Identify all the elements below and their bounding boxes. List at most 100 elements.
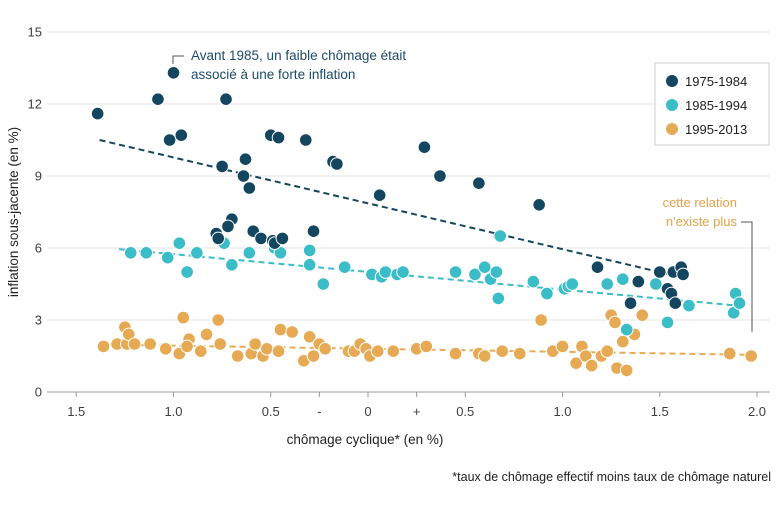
x-tick-label: 1.5 [651,404,669,419]
point-1975-1984 [372,188,387,202]
point-1995-2013 [176,310,191,325]
legend-marker-1985 [665,98,679,112]
point-1975-1984 [532,198,546,212]
annotation-relation-line2: n'existe plus [666,214,738,229]
point-1985-1994 [123,246,138,260]
point-1975-1984 [652,265,667,279]
point-1995-2013 [608,315,622,330]
x-tick-label: 1.0 [164,404,182,419]
point-1995-2013 [555,339,570,354]
point-1985-1994 [172,236,187,250]
point-1975-1984 [271,130,286,145]
point-1985-1994 [139,246,154,260]
point-1995-2013 [615,334,630,349]
point-1995-2013 [248,337,262,351]
point-1995-2013 [260,342,274,356]
point-1985-1994 [477,260,492,275]
point-1995-2013 [96,339,111,354]
annotation-bracket-relation [741,221,753,332]
point-1995-2013 [230,349,245,363]
y-tick-label: 15 [28,25,42,40]
point-1985-1994 [649,277,663,291]
point-1975-1984 [631,274,646,289]
y-tick-label: 9 [35,169,42,184]
data-points [90,66,758,378]
point-1975-1984 [242,181,257,195]
point-1985-1994 [396,265,410,279]
point-1975-1984 [330,157,344,171]
point-1975-1984 [676,267,690,282]
point-1985-1994 [526,274,541,289]
y-axis-title: inflation sous-jacente (en %) [6,127,21,297]
point-1995-2013 [477,349,492,363]
point-1995-2013 [158,342,173,356]
x-tick-label: 2.0 [748,404,766,419]
point-1975-1984 [174,128,189,142]
point-1995-2013 [127,337,142,351]
point-1995-2013 [534,313,548,327]
point-1985-1994 [448,265,463,279]
point-1985-1994 [682,298,696,313]
point-1975-1984 [590,260,605,275]
point-1975-1984 [254,231,268,246]
x-tick-label: - [317,404,321,419]
y-tick-label: 6 [35,241,42,256]
point-1975-1984 [151,92,165,106]
point-1985-1994 [565,277,580,291]
point-1995-2013 [495,344,510,359]
legend-label-1985: 1985-1994 [685,98,747,113]
point-1985-1994 [491,291,506,306]
point-1985-1994 [489,265,504,279]
point-1985-1994 [540,286,554,301]
x-axis-title: chômage cyclique* (en %) [287,432,444,447]
trend-line-1 [118,248,738,307]
point-1995-2013 [180,339,194,354]
point-1985-1994 [190,246,204,260]
point-1975-1984 [623,296,638,311]
point-1995-2013 [600,344,615,359]
point-1985-1994 [493,229,508,243]
point-1985-1994 [615,272,630,287]
point-1995-2013 [302,330,317,344]
annotation-relation-line1: cette relation [663,195,737,210]
point-1985-1994 [180,265,194,279]
point-1975-1984 [306,224,321,238]
point-1985-1994 [378,265,393,279]
point-1985-1994 [660,315,675,330]
point-1995-2013 [199,327,214,342]
point-1995-2013 [273,322,288,337]
point-1995-2013 [448,346,463,361]
point-1995-2013 [744,349,758,363]
y-tick-label: 12 [28,97,42,112]
x-tick-label: 0.5 [262,404,280,419]
x-tick-label: 1.0 [553,404,571,419]
point-1995-2013 [619,363,634,378]
y-tick-label: 3 [35,313,42,328]
point-1985-1994 [160,250,175,265]
point-1995-2013 [370,344,385,359]
point-1995-2013 [193,344,208,359]
point-1975-1984 [433,169,447,183]
legend-marker-1975 [665,74,679,88]
y-tick-label: 0 [35,385,42,400]
point-1995-2013 [143,337,157,351]
point-1985-1994 [600,277,615,291]
point-1995-2013 [722,346,737,361]
point-1995-2013 [318,342,333,356]
point-1985-1994 [302,243,317,258]
point-1985-1994 [337,260,352,275]
point-1975-1984 [211,231,226,246]
trend-line-0 [99,139,670,276]
point-1985-1994 [468,267,482,282]
legend: 1975-1984 1985-1994 1995-2013 [654,62,770,146]
point-1995-2013 [213,337,227,351]
x-axis-ticks: 1.5 1.0 0.5 - 0 +0.5 1.0 1.5 2.0 [67,392,766,419]
point-1975-1984 [417,140,432,154]
point-1985-1994 [316,277,331,291]
y-axis-ticks: 0 3 6 9 12 15 [28,25,42,400]
grid [47,31,770,321]
legend-marker-1995 [665,122,679,136]
point-1985-1994 [242,246,257,260]
point-1975-1984 [238,152,253,166]
